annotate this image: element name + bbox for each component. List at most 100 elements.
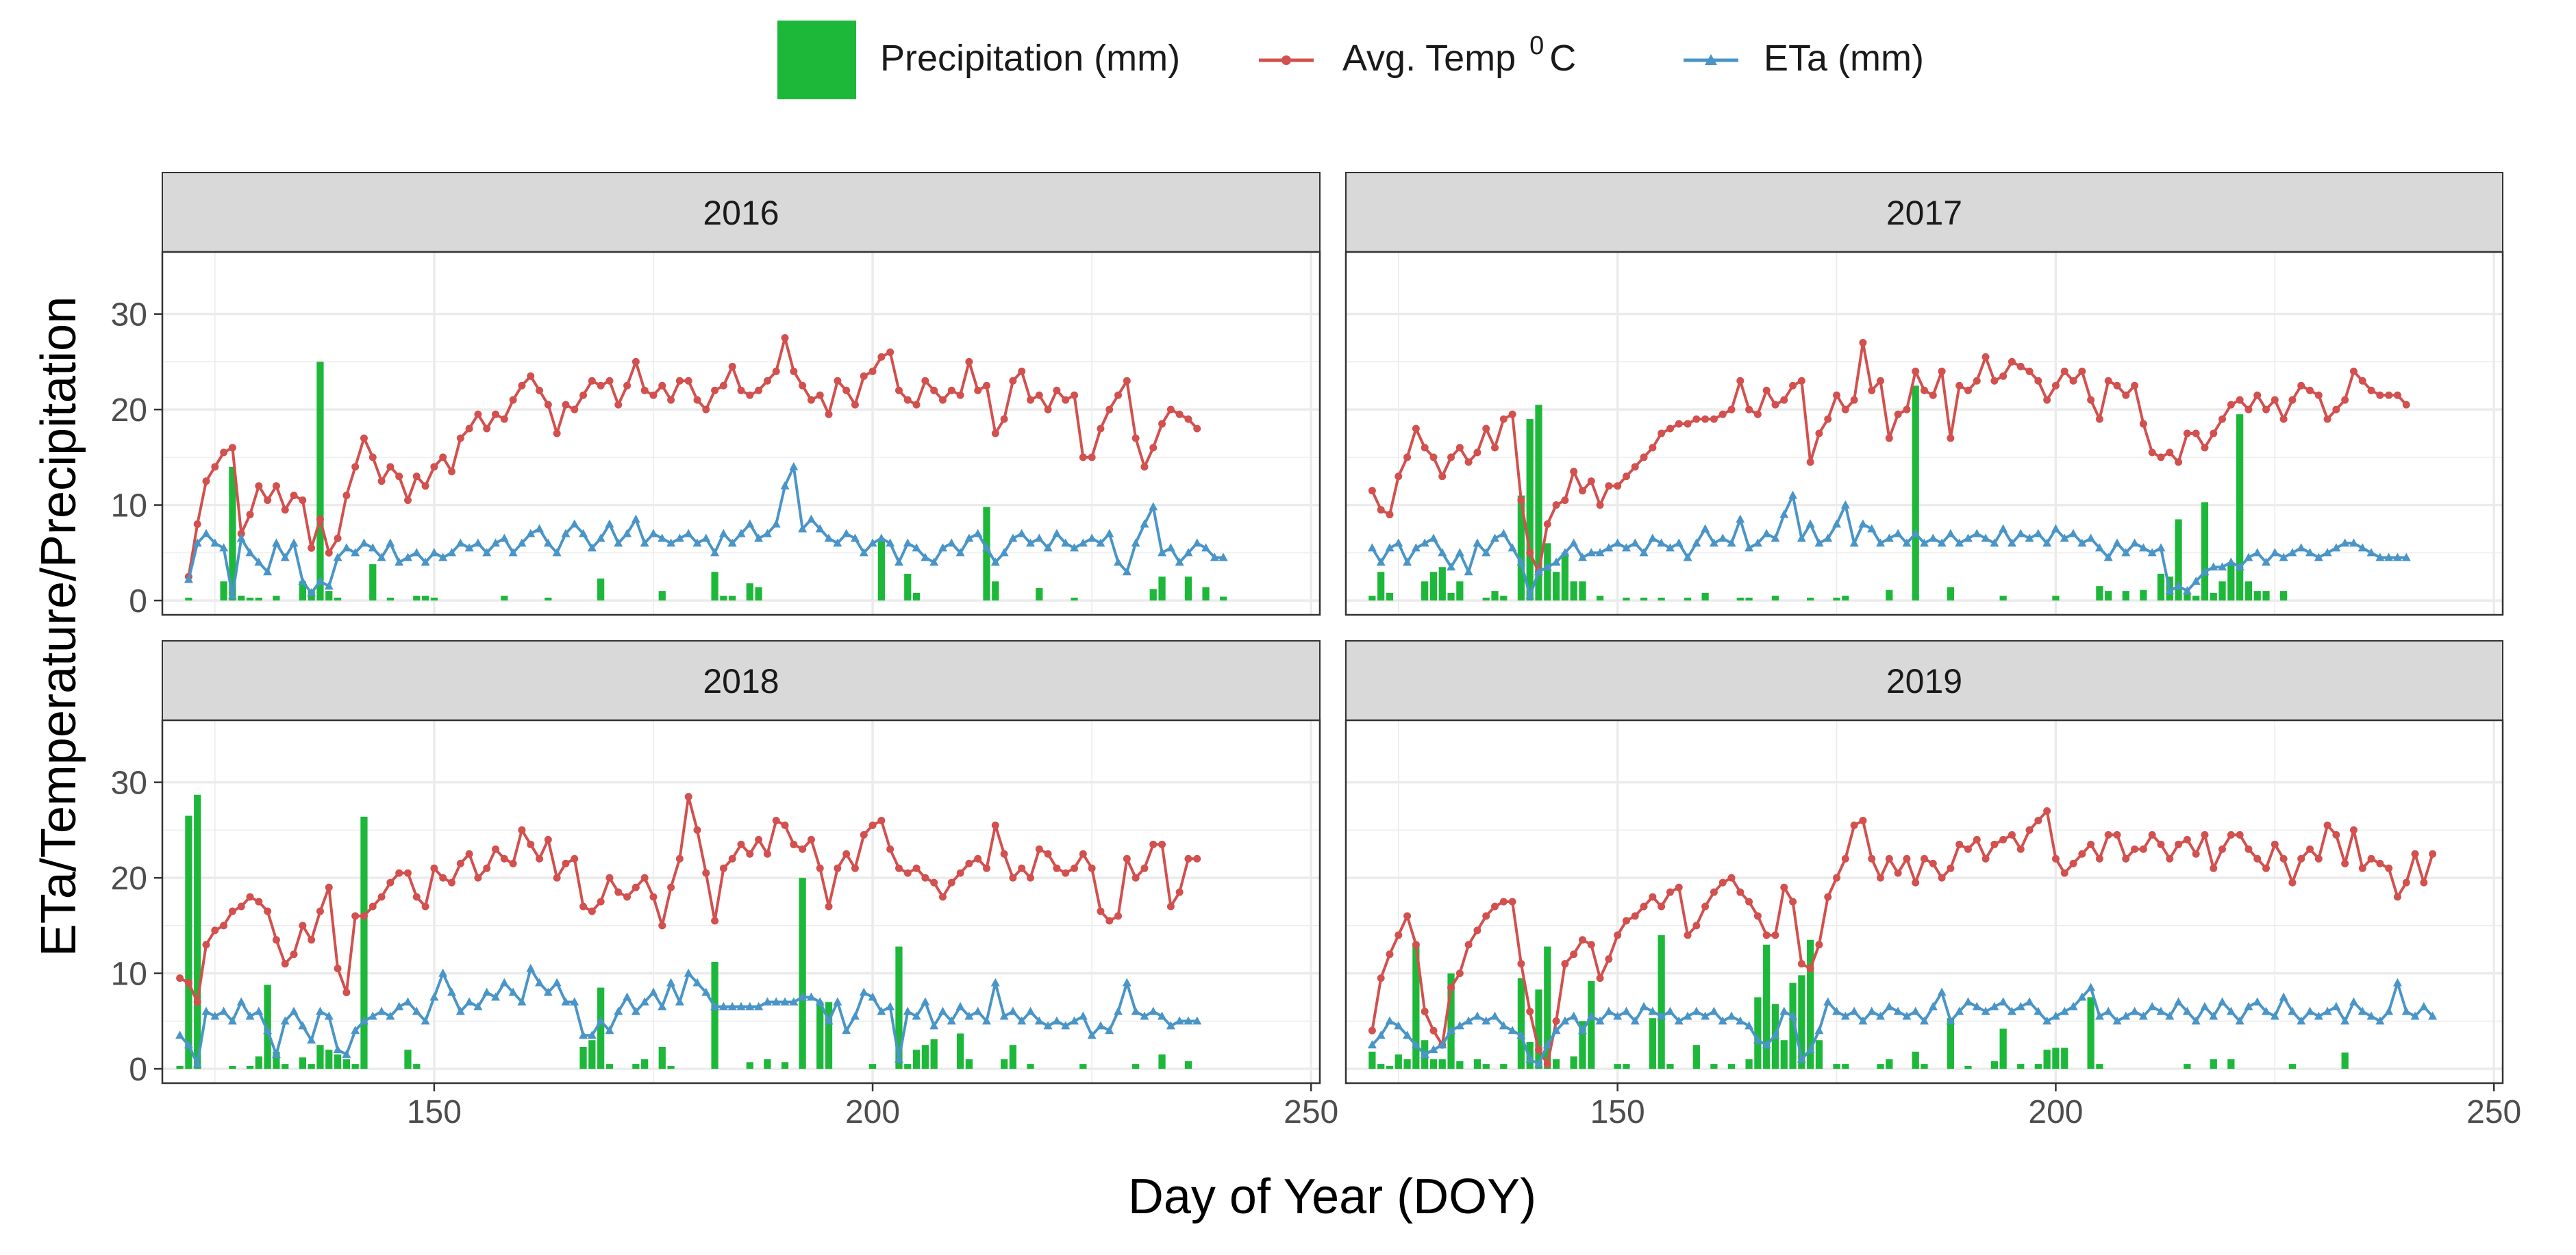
eta-point bbox=[1096, 538, 1105, 547]
temp-point bbox=[1158, 840, 1166, 848]
precip-bar bbox=[185, 597, 192, 601]
eta-point bbox=[1420, 1050, 1429, 1058]
temp-point bbox=[1903, 405, 1911, 414]
eta-point bbox=[886, 538, 895, 547]
eta-point bbox=[552, 548, 562, 557]
temp-point bbox=[1079, 453, 1087, 461]
temp-point bbox=[237, 902, 245, 911]
temp-point bbox=[1999, 372, 2008, 380]
eta-point bbox=[666, 978, 676, 987]
temp-point bbox=[536, 854, 544, 863]
precip-bar bbox=[1842, 596, 1849, 601]
panel-2016: 2016 0 10 20 30 bbox=[111, 172, 1321, 620]
precip-bar bbox=[588, 1040, 596, 1069]
eta-point bbox=[2331, 543, 2341, 552]
temp-point bbox=[1981, 854, 1990, 863]
temp-point bbox=[799, 381, 807, 390]
temp-point bbox=[1684, 420, 1692, 428]
eta-point bbox=[587, 1030, 597, 1039]
temp-point bbox=[728, 362, 736, 370]
temp-point bbox=[2016, 845, 2025, 853]
temp-point bbox=[1053, 864, 1061, 872]
eta-point bbox=[990, 978, 1000, 987]
precip-bar bbox=[1184, 1061, 1192, 1069]
temp-point bbox=[1455, 444, 1464, 452]
eta-point bbox=[2288, 548, 2297, 557]
eta-point bbox=[1490, 1011, 1500, 1020]
temp-point bbox=[412, 472, 421, 481]
precip-bar bbox=[1491, 591, 1499, 601]
temp-point bbox=[483, 424, 491, 433]
eta-point bbox=[964, 1011, 974, 1020]
eta-point bbox=[1692, 538, 1701, 547]
eta-point bbox=[1683, 1011, 1692, 1020]
temp-point bbox=[1027, 874, 1034, 882]
precip-bar bbox=[273, 1051, 280, 1069]
temp-point bbox=[903, 869, 912, 877]
eta-point bbox=[1061, 1021, 1071, 1030]
temp-point bbox=[851, 401, 859, 409]
temp-point bbox=[1421, 1007, 1429, 1015]
temp-point bbox=[1912, 367, 1920, 375]
temp-point bbox=[281, 960, 289, 968]
precip-bar bbox=[1561, 553, 1569, 601]
precip-bar bbox=[2262, 591, 2270, 601]
temp-point bbox=[921, 874, 929, 882]
eta-point bbox=[263, 567, 273, 576]
precip-bar bbox=[1456, 1061, 1464, 1069]
legend-label-temp-sup: 0 bbox=[1529, 31, 1544, 60]
temp-point bbox=[2385, 864, 2393, 872]
eta-point bbox=[955, 1002, 965, 1011]
temp-point bbox=[360, 434, 368, 442]
eta-point bbox=[1858, 1016, 1868, 1025]
panel-border bbox=[1345, 251, 2504, 616]
precip-bar bbox=[1447, 973, 1455, 1069]
precip-bar bbox=[1535, 989, 1542, 1069]
eta-point bbox=[2297, 543, 2306, 552]
temp-point bbox=[2358, 377, 2366, 385]
precip-bar bbox=[1745, 1059, 1753, 1069]
temp-point bbox=[1543, 1060, 1551, 1068]
precip-bar bbox=[2184, 592, 2191, 601]
eta-point bbox=[175, 1030, 185, 1039]
temp-point bbox=[1482, 912, 1490, 920]
precip-bar bbox=[1149, 589, 1157, 601]
temp-point bbox=[1894, 410, 1902, 418]
precip-bar bbox=[1947, 1018, 1955, 1069]
temp-point bbox=[360, 912, 368, 920]
temp-point bbox=[693, 826, 701, 834]
eta-point bbox=[1122, 978, 1131, 987]
eta-point bbox=[1718, 533, 1727, 542]
temp-point bbox=[1640, 902, 1648, 911]
temp-point bbox=[886, 845, 895, 853]
temp-point bbox=[991, 821, 999, 829]
eta-point bbox=[1893, 1006, 1903, 1015]
temp-point bbox=[377, 893, 386, 901]
precip-bar bbox=[273, 596, 280, 601]
eta-point bbox=[2042, 538, 2052, 547]
eta-point bbox=[245, 548, 255, 557]
eta-point bbox=[1928, 1002, 1938, 1011]
temp-point bbox=[571, 405, 579, 414]
eta-point bbox=[2200, 567, 2210, 576]
eta-point bbox=[1043, 543, 1053, 552]
precip-bar bbox=[632, 1064, 640, 1069]
temp-point bbox=[895, 864, 903, 872]
temp-point bbox=[834, 864, 842, 872]
eta-point bbox=[2235, 562, 2244, 571]
temp-point bbox=[1877, 874, 1885, 882]
eta-point bbox=[2060, 533, 2069, 542]
temp-point bbox=[1938, 874, 1946, 882]
eta-point bbox=[2349, 997, 2358, 1006]
temp-point bbox=[1105, 917, 1114, 925]
eta-point bbox=[2103, 1006, 2113, 1015]
x-tick-label: 250 bbox=[1284, 1094, 1338, 1130]
temp-point bbox=[1395, 472, 1403, 481]
eta-point bbox=[2121, 548, 2131, 557]
y-tick-label: 20 bbox=[111, 861, 147, 897]
temp-point bbox=[1841, 405, 1849, 414]
eta-point bbox=[2182, 586, 2192, 595]
precip-bar bbox=[1202, 587, 1210, 601]
precip-bar bbox=[325, 1050, 333, 1069]
temp-point bbox=[553, 429, 561, 438]
